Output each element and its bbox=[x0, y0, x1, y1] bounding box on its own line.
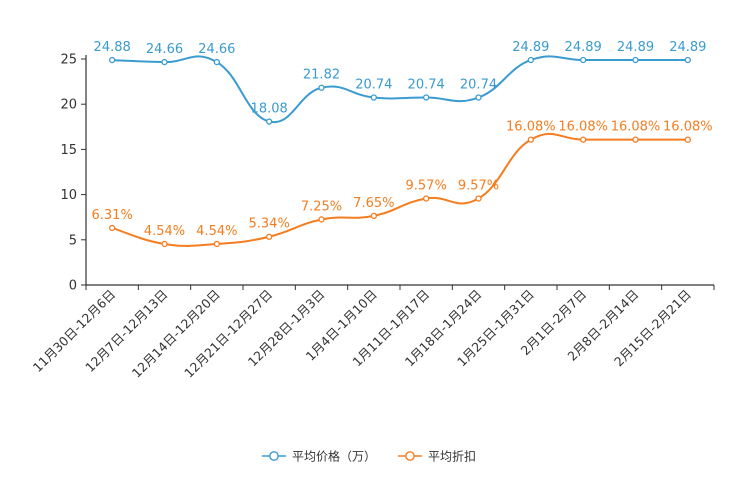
legend-item-2[interactable]: 平均折扣 bbox=[398, 449, 476, 464]
legend-marker-icon bbox=[269, 451, 279, 461]
data-label: 16.08% bbox=[611, 120, 661, 135]
data-point[interactable] bbox=[266, 233, 273, 240]
data-point[interactable] bbox=[684, 136, 691, 143]
data-point[interactable] bbox=[213, 240, 220, 248]
data-label: 4.54% bbox=[144, 224, 185, 239]
data-label: 24.66 bbox=[146, 42, 183, 57]
data-point[interactable] bbox=[580, 136, 587, 143]
data-point[interactable] bbox=[527, 56, 534, 64]
data-point[interactable] bbox=[161, 240, 168, 248]
data-point[interactable] bbox=[475, 195, 482, 202]
data-point[interactable] bbox=[370, 94, 377, 101]
data-label: 24.89 bbox=[617, 40, 654, 55]
y-tick-label: 15 bbox=[60, 143, 77, 158]
data-label: 7.25% bbox=[301, 199, 342, 214]
data-label: 21.82 bbox=[303, 68, 340, 83]
data-label: 20.74 bbox=[460, 78, 497, 93]
legend[interactable]: 平均价格（万） 平均折扣 bbox=[262, 449, 476, 464]
series-line bbox=[112, 55, 688, 124]
y-tick-label: 0 bbox=[69, 279, 77, 294]
data-point[interactable] bbox=[161, 58, 168, 66]
data-label: 5.34% bbox=[249, 217, 290, 232]
data-label: 20.74 bbox=[408, 78, 445, 93]
data-label: 7.65% bbox=[353, 196, 394, 211]
data-label: 9.57% bbox=[406, 178, 447, 193]
data-label: 16.08% bbox=[506, 120, 556, 135]
data-labels-layer: 24.88 24.66 24.66 18.08 21.82 20.74 20.74 20.74… bbox=[92, 40, 713, 239]
data-point[interactable] bbox=[580, 56, 587, 64]
data-point[interactable] bbox=[632, 56, 639, 64]
data-label: 24.89 bbox=[565, 40, 602, 55]
data-point[interactable] bbox=[423, 94, 430, 101]
data-point[interactable] bbox=[370, 212, 377, 219]
x-tick-label: 12月21日-12月27日 bbox=[181, 287, 275, 381]
y-tick-label: 5 bbox=[69, 233, 77, 248]
data-label: 20.74 bbox=[355, 78, 392, 93]
data-point[interactable] bbox=[109, 224, 116, 232]
data-point[interactable] bbox=[527, 136, 534, 143]
data-label: 24.66 bbox=[198, 42, 235, 57]
data-label: 6.31% bbox=[92, 208, 133, 223]
data-label: 16.08% bbox=[558, 120, 608, 135]
x-tick-label: 12月14日-12月20日 bbox=[129, 287, 223, 381]
legend-label: 平均折扣 bbox=[428, 449, 476, 464]
data-point[interactable] bbox=[684, 56, 691, 64]
data-label: 18.08 bbox=[251, 102, 288, 117]
data-label: 24.89 bbox=[512, 40, 549, 55]
data-point[interactable] bbox=[475, 94, 482, 101]
data-point[interactable] bbox=[318, 84, 325, 91]
y-tick-label: 25 bbox=[60, 53, 77, 68]
y-tick-label: 20 bbox=[60, 98, 77, 113]
data-point[interactable] bbox=[266, 118, 273, 125]
data-point[interactable] bbox=[632, 136, 639, 143]
data-label: 24.89 bbox=[669, 40, 706, 55]
series-2 bbox=[109, 132, 691, 248]
data-label: 16.08% bbox=[663, 120, 713, 135]
data-point[interactable] bbox=[109, 56, 116, 64]
legend-label: 平均价格（万） bbox=[292, 449, 376, 464]
data-point[interactable] bbox=[213, 58, 220, 66]
legend-item-1[interactable]: 平均价格（万） bbox=[262, 449, 376, 464]
data-label: 9.57% bbox=[458, 178, 499, 193]
data-label: 4.54% bbox=[196, 224, 237, 239]
y-tick-label: 10 bbox=[60, 188, 77, 203]
series-1 bbox=[109, 55, 691, 125]
series-layer bbox=[109, 55, 691, 248]
data-label: 24.88 bbox=[94, 40, 131, 55]
data-point[interactable] bbox=[318, 216, 325, 223]
legend-marker-icon bbox=[405, 451, 415, 461]
data-point[interactable] bbox=[423, 195, 430, 202]
